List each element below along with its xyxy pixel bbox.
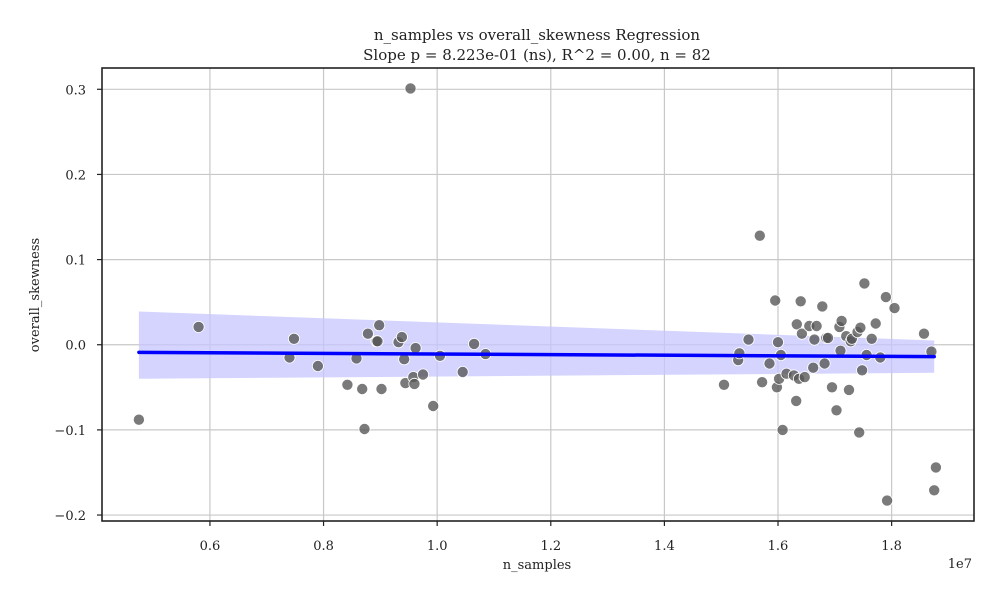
- x-tick-label: 1.8: [881, 539, 902, 554]
- data-point: [769, 294, 782, 307]
- data-point: [742, 333, 755, 346]
- plot-frame: [101, 67, 975, 522]
- grid-lines: [102, 68, 974, 521]
- data-point: [795, 327, 808, 340]
- data-point: [822, 331, 835, 344]
- data-point: [888, 302, 901, 315]
- data-point: [869, 317, 882, 330]
- data-point: [879, 291, 892, 304]
- x-tick-label: 1.6: [768, 539, 789, 554]
- data-point: [807, 361, 820, 374]
- x-axis-label: n_samples: [503, 558, 571, 573]
- data-point: [808, 333, 821, 346]
- data-point: [816, 300, 829, 313]
- data-point: [132, 413, 145, 426]
- y-tick-label: −0.2: [54, 509, 86, 524]
- data-point: [341, 378, 354, 391]
- x-tick-label: 0.6: [200, 539, 221, 554]
- data-point: [776, 423, 789, 436]
- data-point: [835, 314, 848, 327]
- x-tick-label: 1.0: [427, 539, 448, 554]
- data-point: [854, 321, 867, 334]
- data-point: [416, 368, 429, 381]
- chart-subtitle: Slope p = 8.223e-01 (ns), R^2 = 0.00, n …: [363, 46, 711, 64]
- data-point: [718, 378, 731, 391]
- data-point: [361, 327, 374, 340]
- y-tick-label: −0.1: [54, 424, 86, 439]
- data-point: [763, 357, 776, 370]
- y-tick-label: 0.3: [65, 83, 86, 98]
- x-tick-label: 1.4: [654, 539, 675, 554]
- data-point: [830, 404, 843, 417]
- data-point: [373, 319, 386, 332]
- data-point: [409, 342, 422, 355]
- data-point: [433, 349, 446, 362]
- data-point: [929, 461, 942, 474]
- regression-line-layer: [137, 350, 936, 359]
- data-point: [826, 381, 839, 394]
- y-tick-label: 0.1: [65, 254, 86, 269]
- x-tick-label: 0.8: [313, 539, 334, 554]
- data-point: [818, 357, 831, 370]
- data-point: [772, 336, 785, 349]
- x-axis-ticks: 0.6 0.8 1.0 1.2 1.4 1.6 1.8: [200, 521, 902, 554]
- data-point: [356, 382, 369, 395]
- data-point: [853, 426, 866, 439]
- data-point: [798, 371, 811, 384]
- chart-title: n_samples vs overall_skewness Regression: [374, 26, 701, 44]
- data-point: [856, 364, 869, 377]
- data-point: [928, 484, 941, 497]
- regression-line: [137, 350, 936, 359]
- data-point: [843, 383, 856, 396]
- data-point: [311, 359, 324, 372]
- data-point: [794, 295, 807, 308]
- data-point: [371, 335, 384, 348]
- y-axis-ticks: −0.2 −0.1 0.0 0.1 0.2 0.3: [54, 83, 102, 524]
- data-point: [192, 320, 205, 333]
- data-point: [858, 277, 871, 290]
- y-axis-label: overall_skewness: [28, 238, 43, 352]
- data-point: [810, 319, 823, 332]
- data-point: [404, 82, 417, 95]
- data-point: [881, 494, 894, 507]
- y-tick-label: 0.0: [65, 339, 86, 354]
- data-point: [790, 394, 803, 407]
- data-point: [395, 331, 408, 344]
- data-point: [375, 382, 388, 395]
- data-point: [427, 399, 440, 412]
- x-axis-offset-label: 1e7: [948, 557, 972, 572]
- data-point: [918, 327, 931, 340]
- data-point: [756, 376, 769, 389]
- data-point: [468, 337, 481, 350]
- y-tick-label: 0.2: [65, 168, 86, 183]
- data-point: [408, 377, 421, 390]
- data-point: [753, 229, 766, 242]
- x-tick-label: 1.2: [540, 539, 561, 554]
- data-point: [287, 332, 300, 345]
- data-point: [790, 318, 803, 331]
- data-point: [358, 422, 371, 435]
- data-point: [456, 365, 469, 378]
- scatter-points: [132, 82, 942, 507]
- data-point: [865, 332, 878, 345]
